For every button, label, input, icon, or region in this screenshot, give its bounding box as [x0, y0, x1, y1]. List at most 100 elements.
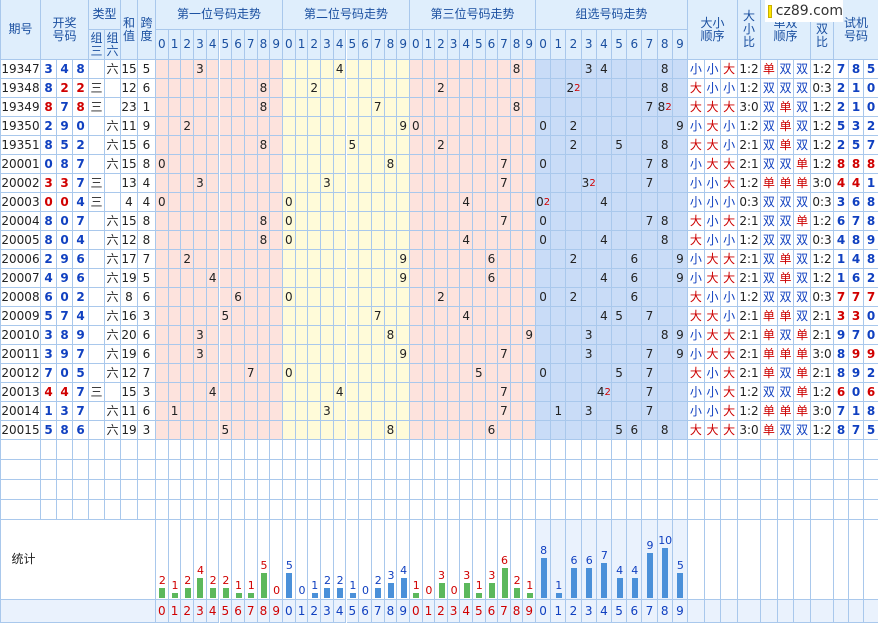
cell: [321, 98, 334, 117]
digit-footer: 5: [346, 600, 360, 623]
cell: [181, 60, 195, 79]
cell: [627, 212, 643, 231]
cell: [596, 460, 612, 480]
cell: [397, 212, 410, 231]
size: 大: [688, 307, 705, 326]
parity: 双: [777, 155, 795, 174]
stat-bar: [172, 593, 179, 598]
cell: [371, 402, 385, 421]
group-hit: 3: [581, 345, 597, 364]
cell: [333, 193, 347, 212]
cell: [257, 60, 271, 79]
cell: [523, 60, 536, 79]
digit-header: 8: [384, 30, 398, 60]
cell: [308, 193, 322, 212]
parity-ratio: 1:2: [811, 212, 834, 231]
header-cell: 大小比: [738, 0, 761, 60]
trend-hit: 7: [498, 402, 511, 421]
draw-digit: 9: [57, 117, 73, 136]
cell: [105, 500, 121, 520]
cell: [473, 460, 486, 480]
group-hit: 4: [596, 307, 612, 326]
digit-footer: 4: [206, 600, 220, 623]
stat-bar: [235, 593, 242, 598]
cell: [308, 326, 322, 345]
type: 六: [105, 117, 121, 136]
cell: [410, 60, 423, 79]
cell: [473, 326, 486, 345]
cell: [422, 345, 436, 364]
stat-bar: [324, 588, 331, 598]
cell: [510, 460, 524, 480]
cell: [371, 212, 385, 231]
span: 8: [138, 155, 156, 174]
size-ratio: 2:1: [738, 326, 761, 345]
digit-footer: 7: [498, 600, 511, 623]
cell: [510, 326, 524, 345]
cell: [596, 440, 612, 460]
group-hit: 6: [627, 269, 643, 288]
cell: [219, 174, 233, 193]
cell: [498, 288, 511, 307]
cell: [410, 345, 423, 364]
type: 六: [105, 269, 121, 288]
digit-footer: 0: [536, 600, 552, 623]
digit-footer: 8: [384, 600, 398, 623]
cell: [105, 383, 121, 402]
size: 大: [721, 383, 738, 402]
cell: [536, 98, 552, 117]
parity-ratio: 1:2: [811, 250, 834, 269]
cell: [473, 269, 486, 288]
cell: [738, 500, 761, 520]
cell: [232, 500, 245, 520]
group-hit: 7: [642, 345, 658, 364]
cell: [672, 460, 688, 480]
cell: [270, 136, 283, 155]
test-digit: 8: [864, 212, 878, 231]
cell: [232, 520, 245, 600]
sum: 12: [121, 231, 138, 250]
cell: [181, 520, 195, 600]
parity-ratio: 1:2: [811, 155, 834, 174]
draw-digit: 0: [57, 193, 73, 212]
cell: [460, 383, 473, 402]
period: 20012: [1, 364, 41, 383]
cell: [551, 117, 567, 136]
cell: [834, 520, 849, 600]
group-hit: 9: [672, 250, 688, 269]
cell: [346, 60, 360, 79]
cell: [359, 460, 372, 480]
cell: [346, 98, 360, 117]
cell: [672, 79, 688, 98]
cell: [295, 155, 309, 174]
cell: [510, 231, 524, 250]
test-digit: 7: [834, 288, 849, 307]
cell: [194, 269, 207, 288]
stat-label: 2: [184, 574, 192, 587]
cell: [333, 500, 347, 520]
cell: [473, 98, 486, 117]
cell: [551, 421, 567, 440]
cell: [156, 345, 169, 364]
digit-footer: 7: [371, 600, 385, 623]
cell: [359, 60, 372, 79]
draw-digit: 6: [41, 288, 57, 307]
sum: 15: [121, 136, 138, 155]
cell: [485, 440, 499, 460]
cell: [627, 193, 643, 212]
cell: [232, 307, 245, 326]
cell: [257, 117, 271, 136]
cell: [219, 212, 233, 231]
cell: [612, 269, 628, 288]
cell: [523, 383, 536, 402]
digit-footer: 8: [257, 600, 271, 623]
sum: 15: [121, 155, 138, 174]
span: 6: [138, 402, 156, 421]
cell: [672, 421, 688, 440]
cell: [270, 288, 283, 307]
type: 三: [89, 79, 105, 98]
cell: [308, 460, 322, 480]
cell: [321, 193, 334, 212]
cell: [194, 136, 207, 155]
cell: [206, 421, 220, 440]
